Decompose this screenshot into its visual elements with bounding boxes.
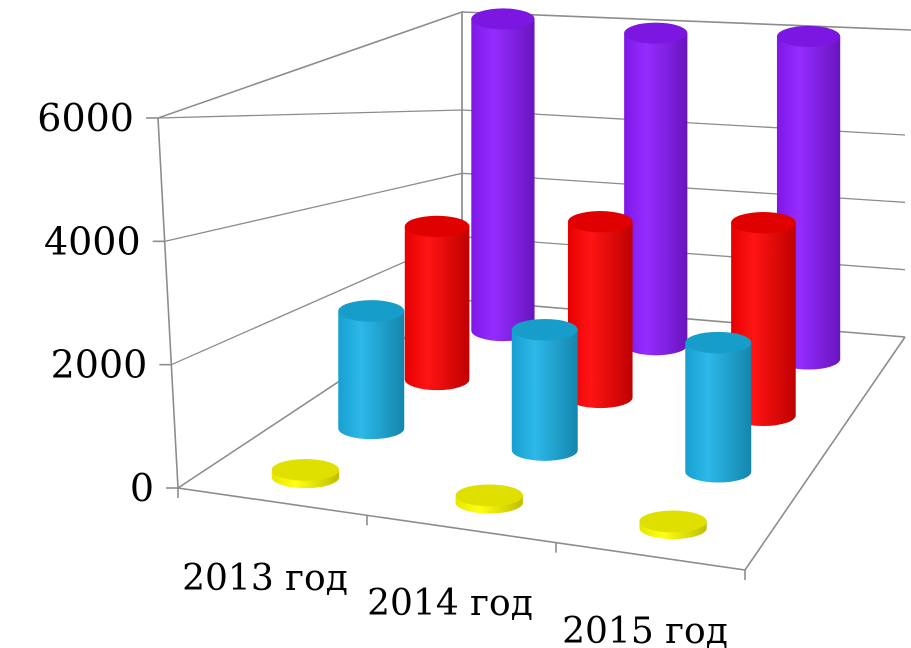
x-category-label: 2013 год	[182, 558, 348, 599]
y-tick-label: 2000	[51, 343, 148, 387]
bar-top	[338, 300, 405, 322]
bar-top	[511, 318, 578, 341]
y-tick-label: 6000	[37, 96, 134, 140]
bar-top	[455, 484, 523, 507]
bar-body	[567, 221, 633, 409]
bar	[471, 8, 535, 342]
x-category-label: 2014 год	[367, 583, 533, 624]
bar	[685, 331, 752, 483]
bar-body	[338, 310, 405, 440]
bar-top	[404, 215, 470, 238]
data-bars	[271, 8, 841, 540]
bar	[639, 510, 707, 540]
bar	[404, 215, 470, 391]
back-wall-top-edge	[461, 11, 911, 31]
bar-body	[685, 342, 752, 483]
bar-top	[471, 8, 535, 30]
bar-top	[567, 211, 633, 233]
bar-top	[271, 459, 340, 481]
bar-body	[511, 329, 578, 461]
bar-body	[404, 226, 470, 391]
bar	[567, 211, 633, 409]
bar-top	[731, 212, 796, 234]
bar	[511, 318, 578, 461]
x-category-label: 2015 год	[562, 611, 728, 648]
bar-top	[685, 331, 752, 354]
bar-top	[624, 22, 688, 44]
bar	[271, 459, 340, 489]
y-tick-label: 0	[130, 466, 154, 510]
y-axis-ticks: 0 2000 4000 6000	[37, 96, 178, 510]
bar-body	[624, 33, 688, 356]
y-tick-label: 4000	[44, 219, 141, 263]
floor-outline	[175, 299, 906, 571]
x-axis-ticks: 2013 год 2014 год 2015 год	[177, 488, 746, 648]
bar	[624, 22, 688, 356]
bar-top	[776, 25, 841, 47]
bar-top	[639, 510, 707, 533]
bar-body	[471, 18, 535, 342]
bar	[455, 484, 523, 514]
bar	[338, 300, 405, 440]
